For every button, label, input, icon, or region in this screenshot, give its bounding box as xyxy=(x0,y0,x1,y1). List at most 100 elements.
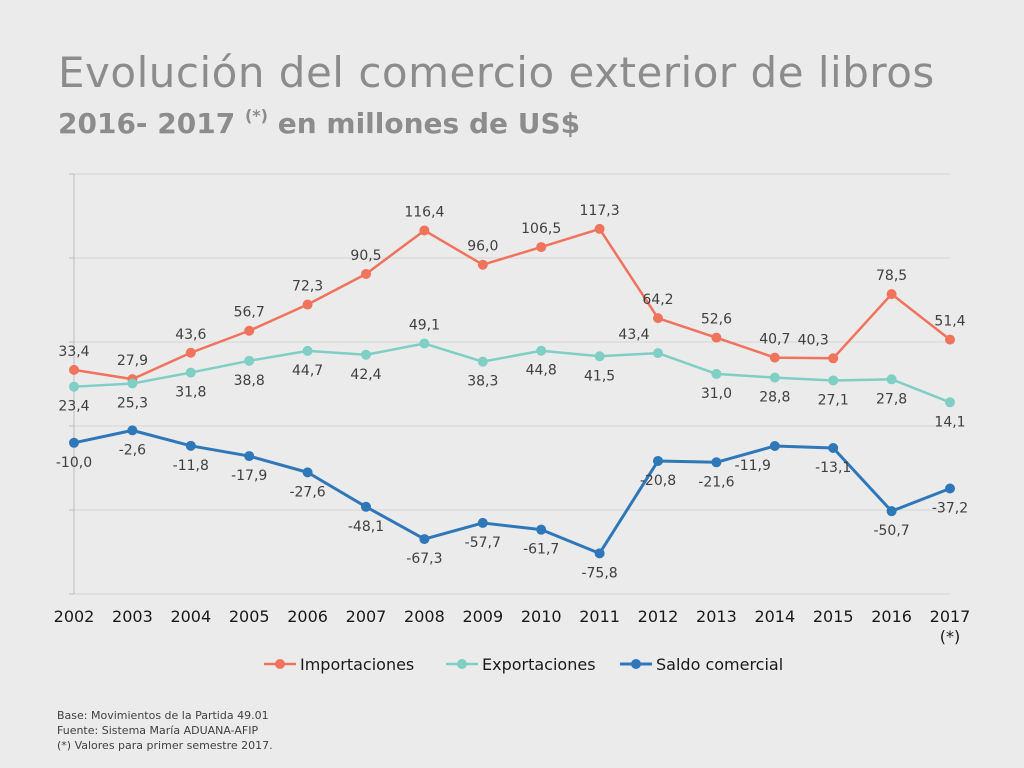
data-label-exportaciones: 27,8 xyxy=(876,391,907,407)
trade-line-chart: 33,4 27,9 43,6 56,7 72,3 90,5 116,4 96,0 106,5 11… xyxy=(54,173,971,674)
legend-item-exportaciones: Exportaciones xyxy=(446,655,596,674)
x-tick-label: 2014 xyxy=(754,607,795,626)
x-axis-labels: 2002 2003 2004 2005 2006 2007 2008 2009 2010 2011… xyxy=(54,607,971,646)
data-point-exportaciones xyxy=(945,397,955,408)
x-tick-label: 2012 xyxy=(638,607,679,626)
data-label-importaciones: 106,5 xyxy=(521,221,561,237)
data-point-saldo xyxy=(945,483,955,494)
data-label-exportaciones: 41,5 xyxy=(584,368,615,384)
data-point-saldo xyxy=(711,457,722,468)
legend-item-saldo: Saldo comercial xyxy=(620,655,783,674)
data-point-importaciones xyxy=(536,242,547,253)
data-label-exportaciones: 38,8 xyxy=(234,373,265,389)
series-saldo: -10,0 -2,6 -11,8 -17,9 -27,6 -48,1 -67,3 -57,7 -… xyxy=(56,425,968,581)
data-point-exportaciones xyxy=(361,349,371,360)
data-label-importaciones: 116,4 xyxy=(404,204,444,220)
data-label-importaciones: 72,3 xyxy=(292,279,323,295)
x-tick-label: 2013 xyxy=(696,607,737,626)
data-point-importaciones xyxy=(828,353,839,364)
data-label-exportaciones: 23,4 xyxy=(58,399,89,415)
data-point-saldo xyxy=(302,467,313,478)
data-point-saldo xyxy=(361,501,371,512)
data-label-importaciones: 43,6 xyxy=(175,327,206,343)
x-tick-label: 2016 xyxy=(871,607,912,626)
x-tick-label: 2006 xyxy=(287,607,328,626)
data-point-exportaciones xyxy=(185,367,196,378)
data-label-saldo: -11,8 xyxy=(173,458,209,474)
legend-swatch-marker xyxy=(275,659,285,669)
x-tick-label: 2015 xyxy=(813,607,854,626)
data-point-saldo xyxy=(828,443,839,454)
data-label-importaciones: 90,5 xyxy=(350,248,381,264)
x-tick-label: 2017 xyxy=(930,607,971,626)
data-point-exportaciones xyxy=(302,345,313,356)
data-label-importaciones: 78,5 xyxy=(876,268,907,284)
data-point-exportaciones xyxy=(594,351,605,362)
data-point-importaciones xyxy=(945,334,955,345)
data-point-saldo xyxy=(419,534,430,545)
data-label-importaciones: 56,7 xyxy=(234,305,265,321)
data-point-exportaciones xyxy=(828,375,839,386)
subtitle-footnote-mark: (*) xyxy=(244,106,268,125)
data-point-importaciones xyxy=(653,313,663,324)
data-label-exportaciones: 44,7 xyxy=(292,363,323,379)
x-tick-label: 2011 xyxy=(579,607,620,626)
data-label-saldo: -48,1 xyxy=(348,519,384,535)
data-point-importaciones xyxy=(711,332,722,343)
data-label-exportaciones: 38,3 xyxy=(467,374,498,390)
x-tick-label: 2008 xyxy=(404,607,445,626)
data-point-saldo xyxy=(886,506,897,517)
data-label-exportaciones: 31,8 xyxy=(175,385,206,401)
data-point-exportaciones xyxy=(69,381,79,392)
data-label-exportaciones: 42,4 xyxy=(350,367,381,383)
series-line-saldo xyxy=(73,428,951,555)
data-point-saldo xyxy=(594,548,605,559)
data-label-exportaciones: 31,0 xyxy=(701,386,732,402)
data-label-saldo: -75,8 xyxy=(581,565,617,581)
data-point-importaciones xyxy=(185,347,196,358)
chart-legend: Importaciones Exportaciones Saldo comercia… xyxy=(264,655,783,674)
data-label-exportaciones: 14,1 xyxy=(934,414,965,430)
data-point-exportaciones xyxy=(769,372,780,383)
data-label-saldo: -50,7 xyxy=(873,523,909,539)
x-tick-label: 2009 xyxy=(462,607,503,626)
data-point-importaciones xyxy=(477,259,488,270)
data-label-exportaciones: 28,8 xyxy=(759,390,790,406)
data-point-saldo xyxy=(653,455,663,466)
legend-item-importaciones: Importaciones xyxy=(264,655,414,674)
data-label-saldo: -2,6 xyxy=(119,442,146,458)
data-point-saldo xyxy=(69,437,79,448)
data-point-saldo xyxy=(769,440,780,451)
data-point-importaciones xyxy=(886,289,897,300)
data-point-exportaciones xyxy=(477,356,488,367)
x-tick-label: 2002 xyxy=(54,607,95,626)
data-point-exportaciones xyxy=(536,345,547,356)
legend-label: Importaciones xyxy=(300,655,414,674)
data-label-saldo: -10,0 xyxy=(56,455,92,471)
data-label-saldo: -57,7 xyxy=(465,535,501,551)
data-point-saldo xyxy=(127,425,138,436)
footnotes: Base: Movimientos de la Partida 49.01 Fu… xyxy=(57,708,273,753)
data-point-exportaciones xyxy=(419,338,430,349)
data-point-saldo xyxy=(244,451,255,462)
data-label-importaciones: 51,4 xyxy=(934,314,965,330)
series-importaciones: 33,4 27,9 43,6 56,7 72,3 90,5 116,4 96,0 106,5 11… xyxy=(58,203,966,385)
footnote-base: Base: Movimientos de la Partida 49.01 xyxy=(57,709,269,722)
data-label-importaciones: 117,3 xyxy=(580,203,620,219)
data-point-saldo xyxy=(536,524,547,535)
x-tick-sublabel: (*) xyxy=(940,627,960,646)
data-point-exportaciones xyxy=(711,368,722,379)
data-point-importaciones xyxy=(69,364,79,375)
legend-label: Saldo comercial xyxy=(656,655,783,674)
data-label-exportaciones: 43,4 xyxy=(618,327,649,343)
data-point-importaciones xyxy=(419,225,430,236)
data-label-exportaciones: 44,8 xyxy=(526,363,557,379)
footnote-source: Fuente: Sistema María ADUANA-AFIP xyxy=(57,724,259,737)
data-label-saldo: -20,8 xyxy=(640,473,676,489)
x-tick-label: 2004 xyxy=(170,607,211,626)
data-label-importaciones: 40,7 xyxy=(759,332,790,348)
data-point-importaciones xyxy=(594,223,605,234)
data-label-exportaciones: 49,1 xyxy=(409,318,440,334)
data-point-exportaciones xyxy=(886,374,897,385)
data-label-exportaciones: 27,1 xyxy=(818,392,849,408)
